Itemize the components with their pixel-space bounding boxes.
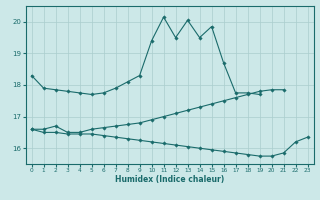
X-axis label: Humidex (Indice chaleur): Humidex (Indice chaleur) <box>115 175 224 184</box>
